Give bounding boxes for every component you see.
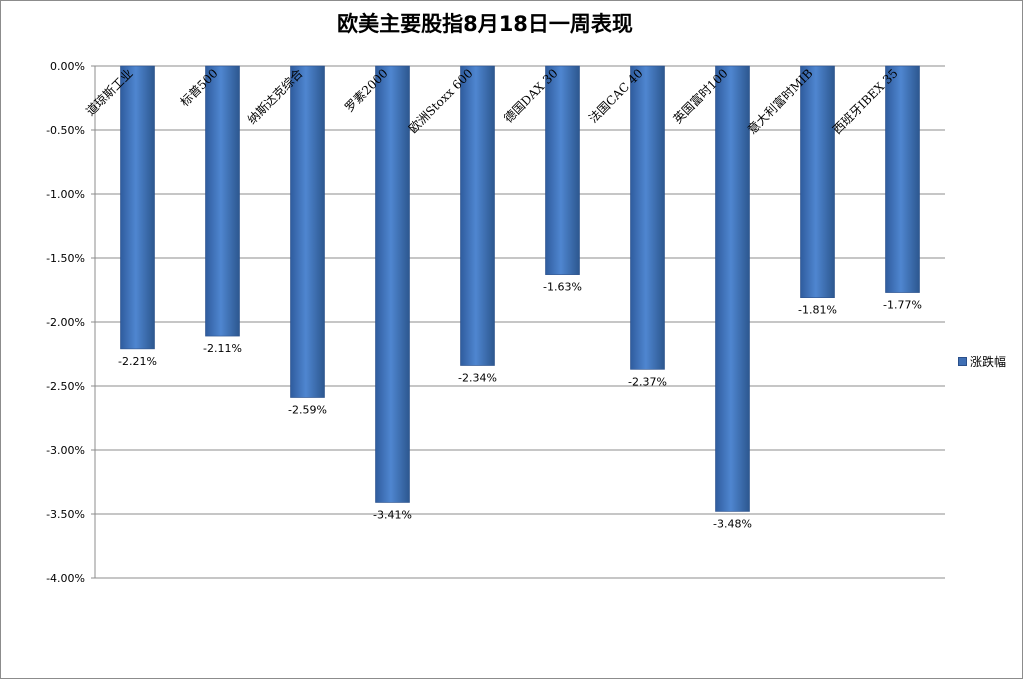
legend: 涨跌幅	[958, 353, 1006, 370]
y-tick-label: -1.00%	[46, 188, 85, 201]
data-label: -1.77%	[883, 299, 922, 312]
chart-title: 欧美主要股指8月18日一周表现	[337, 12, 633, 36]
data-label: -1.81%	[798, 304, 837, 317]
data-label: -2.21%	[118, 355, 157, 368]
data-label: -3.41%	[373, 508, 412, 521]
y-tick-label: -4.00%	[46, 572, 85, 585]
bar	[800, 65, 835, 298]
y-tick-label: -2.50%	[46, 380, 85, 393]
data-label: -3.48%	[713, 517, 752, 530]
bar	[375, 65, 410, 503]
bar	[885, 65, 920, 293]
data-label: -2.59%	[288, 404, 327, 417]
y-tick-label: 0.00%	[50, 60, 85, 73]
data-label: -2.37%	[628, 375, 667, 388]
y-tick-label: -1.50%	[46, 252, 85, 265]
legend-label: 涨跌幅	[970, 355, 1007, 369]
y-tick-label: -3.50%	[46, 508, 85, 521]
bar	[460, 65, 495, 366]
legend-swatch	[958, 357, 967, 366]
bar	[630, 65, 665, 370]
y-tick-label: -0.50%	[46, 124, 85, 137]
y-tick-label: -2.00%	[46, 316, 85, 329]
data-label: -2.34%	[458, 372, 497, 385]
bar	[205, 65, 240, 337]
bar	[120, 65, 155, 350]
bar	[290, 65, 325, 398]
data-label: -2.11%	[203, 342, 242, 355]
bar	[715, 65, 750, 512]
bar	[545, 65, 580, 275]
y-tick-label: -3.00%	[46, 444, 85, 457]
data-label: -1.63%	[543, 281, 582, 294]
